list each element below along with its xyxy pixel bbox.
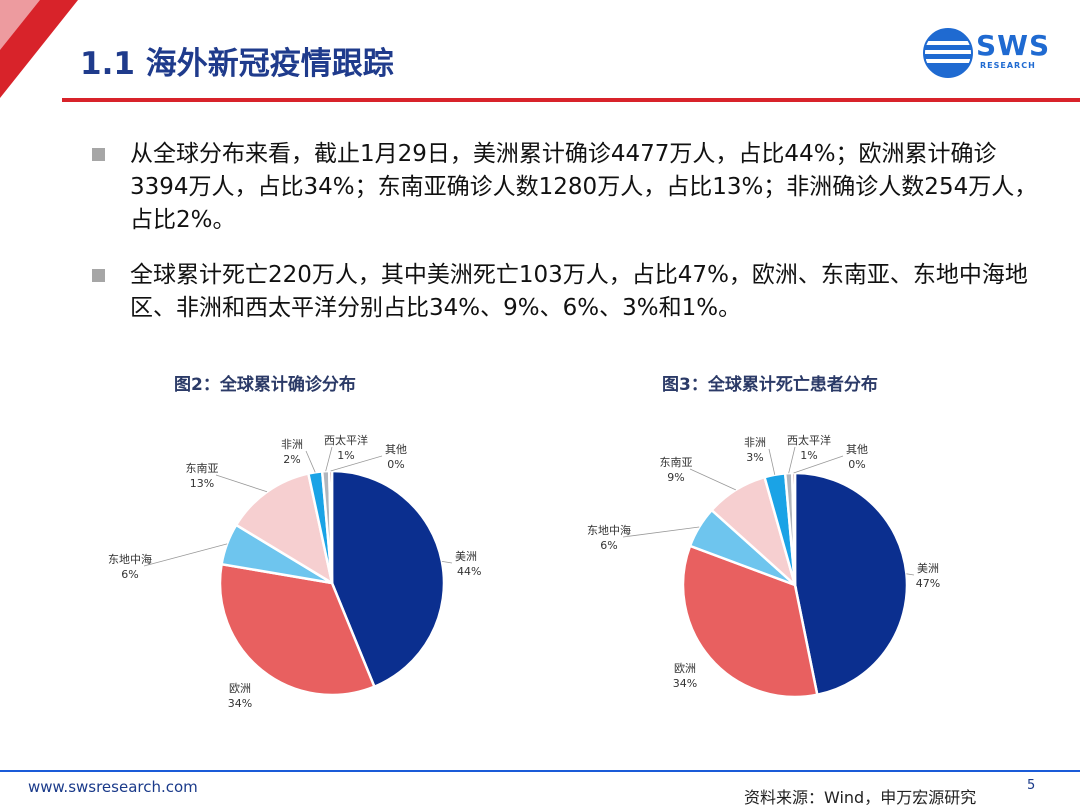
- slice-name-label-1-5: 西太平洋: [787, 433, 831, 447]
- leader-line-0-0: [441, 561, 453, 564]
- pie-charts: 美洲 44% 欧洲 34% 东地中海 6% 东南亚 13% 非洲 2% 西太平洋 1% 其他 0% 美洲 47…: [108, 433, 940, 710]
- bullet-list: 从全球分布来看，截止1月29日，美洲累计确诊4477万人，占比44%；欧洲累计确…: [92, 138, 1052, 347]
- header-divider: [62, 98, 1080, 102]
- slice-value-label-0-5: 1%: [337, 449, 354, 462]
- leader-line-0-5: [325, 446, 333, 472]
- footer-source: 资料来源：Wind，申万宏源研究: [744, 788, 977, 807]
- bullet-text: 全球累计死亡220万人，其中美洲死亡103万人，占比47%，欧洲、东南亚、东地中…: [130, 262, 1028, 321]
- slice-value-label-1-0: 47%: [916, 577, 940, 590]
- slice-name-label-1-4: 非洲: [744, 436, 766, 449]
- slice-value-label-0-0: 44%: [457, 565, 481, 578]
- chart-title-confirmed: 图2：全球累计确诊分布: [174, 375, 356, 395]
- bullet-item: 从全球分布来看，截止1月29日，美洲累计确诊4477万人，占比44%；欧洲累计确…: [92, 138, 1052, 237]
- slice-value-label-0-4: 2%: [283, 453, 300, 466]
- leader-line-0-6: [330, 455, 383, 472]
- pie-slice-1-1: [681, 544, 819, 699]
- leader-line-1-4: [768, 448, 776, 475]
- slice-value-label-0-1: 34%: [228, 697, 252, 710]
- bullet-text: 从全球分布来看，截止1月29日，美洲累计确诊4477万人，占比44%；欧洲累计确…: [130, 141, 1038, 233]
- leader-line-1-6: [793, 455, 844, 474]
- slice-name-label-0-1: 欧洲: [229, 682, 251, 695]
- leader-line-1-2: [622, 526, 700, 538]
- slice-name-label-1-6: 其他: [846, 443, 868, 456]
- slice-value-label-1-1: 34%: [673, 677, 697, 690]
- page-number: 5: [1027, 778, 1036, 793]
- slice-value-label-1-3: 9%: [667, 471, 684, 484]
- page-title: 1.1 海外新冠疫情跟踪: [80, 46, 394, 82]
- slice-value-label-1-5: 1%: [800, 449, 817, 462]
- slice-name-label-0-5: 西太平洋: [324, 433, 368, 447]
- pie-slice-1-6: [790, 471, 797, 586]
- corner-decoration: [0, 0, 78, 98]
- slice-value-label-1-2: 6%: [600, 539, 617, 552]
- pie-slice-0-0: [330, 469, 446, 689]
- slice-name-label-1-2: 东地中海: [587, 523, 631, 537]
- pie-slice-0-3: [234, 472, 334, 586]
- footer-divider: [0, 770, 1080, 772]
- slice-value-label-0-6: 0%: [387, 458, 404, 471]
- slice-value-label-1-6: 0%: [848, 458, 865, 471]
- leader-line-0-3: [215, 474, 268, 493]
- slice-value-label-0-3: 13%: [190, 477, 214, 490]
- logo-subtext: RESEARCH: [980, 61, 1036, 70]
- footer-url[interactable]: www.swsresearch.com: [28, 778, 198, 796]
- bullet-square-icon: [92, 269, 105, 282]
- logo-text: SWS: [976, 29, 1051, 62]
- leader-line-1-3: [689, 468, 736, 491]
- bullet-square-icon: [92, 148, 105, 161]
- slice-name-label-1-3: 东南亚: [660, 456, 693, 469]
- leader-line-0-4: [305, 450, 316, 473]
- chart-title-deaths: 图3：全球累计死亡患者分布: [662, 375, 878, 395]
- slice-name-label-0-6: 其他: [385, 443, 407, 456]
- leader-line-1-0: [906, 573, 915, 576]
- slice-value-label-0-2: 6%: [121, 568, 138, 581]
- leader-line-1-5: [788, 446, 796, 474]
- pie-slice-0-1: [218, 562, 377, 697]
- slice-name-label-0-3: 东南亚: [186, 462, 219, 475]
- slice-name-label-1-1: 欧洲: [674, 662, 696, 675]
- slice-name-label-1-0: 美洲: [917, 562, 939, 575]
- slice-name-label-0-0: 美洲: [455, 550, 477, 563]
- sws-logo: SWS RESEARCH: [922, 27, 1072, 83]
- logo-globe-icon: [923, 28, 973, 78]
- slice-name-label-0-4: 非洲: [281, 438, 303, 451]
- slice-value-label-1-4: 3%: [746, 451, 763, 464]
- slice-name-label-0-2: 东地中海: [108, 552, 152, 566]
- leader-line-0-2: [143, 543, 228, 567]
- bullet-item: 全球累计死亡220万人，其中美洲死亡103万人，占比47%，欧洲、东南亚、东地中…: [92, 259, 1052, 325]
